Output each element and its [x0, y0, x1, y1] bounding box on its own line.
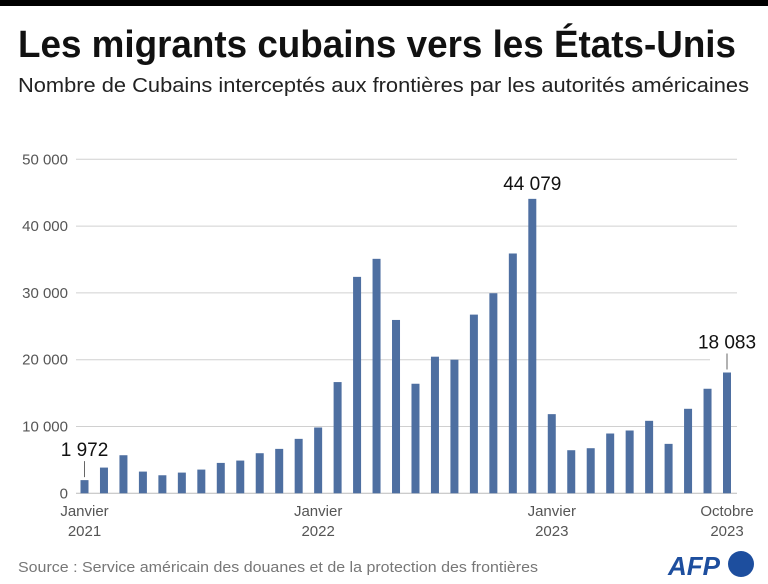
- bar: [450, 359, 459, 494]
- y-tick-label: 50 000: [22, 151, 68, 168]
- bar: [372, 258, 381, 494]
- bar: [314, 427, 323, 494]
- afp-logo: AFP: [667, 551, 754, 581]
- y-axis: 0 10 000 20 000 30 000 40 000 50 000: [22, 151, 68, 502]
- bar: [489, 293, 498, 494]
- bar: [392, 319, 401, 494]
- x-tick-label: 2022: [301, 523, 334, 540]
- bar: [158, 475, 167, 494]
- bar: [508, 253, 517, 494]
- bar: [333, 382, 342, 494]
- bar: [80, 480, 89, 494]
- bar: [547, 414, 556, 494]
- data-label: 44 079: [503, 174, 561, 195]
- bar: [703, 388, 712, 494]
- data-label: 18 083: [698, 333, 756, 354]
- bar: [625, 430, 634, 494]
- chart-subtitle: Nombre de Cubains interceptés aux fronti…: [18, 75, 749, 97]
- bar: [645, 420, 654, 494]
- bar: [236, 460, 245, 494]
- gridlines: [76, 158, 737, 494]
- x-tick-label: 2023: [535, 523, 568, 540]
- y-tick-label: 10 000: [22, 419, 68, 436]
- bar: [567, 450, 576, 494]
- bar: [216, 462, 225, 494]
- y-tick-label: 0: [60, 485, 68, 502]
- bar: [177, 472, 186, 494]
- y-tick-label: 30 000: [22, 285, 68, 302]
- chart-title: Les migrants cubains vers les États-Unis: [18, 22, 736, 66]
- bar: [99, 467, 108, 494]
- bar: [586, 448, 595, 494]
- bar: [275, 448, 284, 494]
- bar: [294, 438, 303, 494]
- annotations: 1 972 44 079 18 083: [61, 174, 756, 478]
- afp-logo-text: AFP: [667, 551, 721, 581]
- data-label: 1 972: [61, 440, 109, 461]
- bar: [430, 356, 439, 494]
- source-note: Source : Service américain des douanes e…: [18, 559, 538, 576]
- bar: [528, 198, 537, 494]
- bars: [80, 198, 731, 494]
- afp-logo-circle: [728, 551, 754, 577]
- bar: [197, 469, 206, 494]
- bar: [723, 372, 731, 494]
- x-tick-label: Octobre: [700, 503, 753, 520]
- bar: [469, 314, 478, 494]
- bar: [664, 443, 673, 494]
- bar: [411, 383, 420, 494]
- x-tick-label: 2023: [710, 523, 743, 540]
- x-tick-label: Janvier: [528, 503, 576, 520]
- bar: [606, 433, 615, 494]
- x-tick-label: Janvier: [60, 503, 108, 520]
- y-tick-label: 20 000: [22, 352, 68, 369]
- bar: [684, 408, 693, 494]
- x-tick-label: 2021: [68, 523, 101, 540]
- top-rule: [0, 0, 768, 6]
- bar: [119, 455, 128, 494]
- x-axis: Janvier 2021 Janvier 2022 Janvier 2023 Octobre…: [60, 503, 753, 540]
- bar: [353, 276, 362, 494]
- bar: [138, 471, 147, 494]
- x-tick-label: Janvier: [294, 503, 342, 520]
- bar: [255, 453, 264, 494]
- y-tick-label: 40 000: [22, 218, 68, 235]
